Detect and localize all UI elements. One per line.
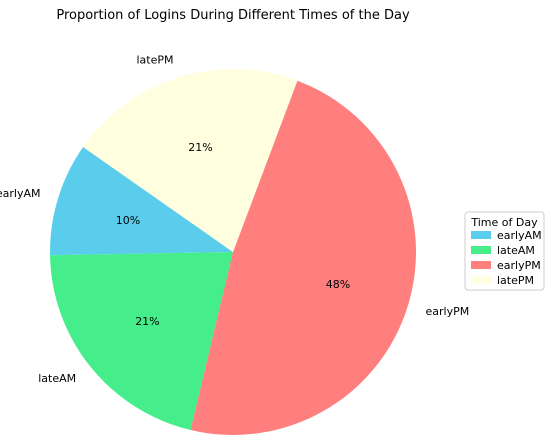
pie-slice-earlyAM xyxy=(49,147,233,256)
pct-label-lateAM: 21% xyxy=(135,315,159,328)
pie-slices xyxy=(49,68,416,435)
legend-label-earlyAM: earlyAM xyxy=(497,229,542,242)
legend-swatch-lateAM xyxy=(471,246,491,254)
pct-label-earlyAM: 10% xyxy=(116,214,140,227)
legend-swatch-earlyAM xyxy=(471,231,491,239)
legend-label-lateAM: lateAM xyxy=(497,244,535,257)
legend-title: Time of Day xyxy=(470,216,538,229)
legend: Time of Day earlyAM lateAM earlyPM latePM xyxy=(464,211,545,291)
chart-title: Proportion of Logins During Different Ti… xyxy=(56,8,410,23)
slice-label-latePM: latePM xyxy=(136,54,173,67)
pct-label-latePM: 21% xyxy=(188,141,212,154)
slice-label-earlyAM: earlyAM xyxy=(0,187,40,200)
legend-label-earlyPM: earlyPM xyxy=(497,259,541,272)
slice-label-earlyPM: earlyPM xyxy=(426,305,470,318)
legend-swatch-earlyPM xyxy=(471,261,491,269)
pie-slice-latePM xyxy=(83,68,298,252)
legend-swatch-latePM xyxy=(471,276,491,284)
pie-slice-earlyPM xyxy=(190,80,416,435)
legend-label-latePM: latePM xyxy=(497,274,534,287)
pct-label-earlyPM: 48% xyxy=(326,278,350,291)
slice-label-lateAM: lateAM xyxy=(38,372,76,385)
pie-labels: earlyAM 10% lateAM 21% earlyPM 48% latePM 21% xyxy=(0,54,469,385)
pie-slice-lateAM xyxy=(50,252,234,431)
